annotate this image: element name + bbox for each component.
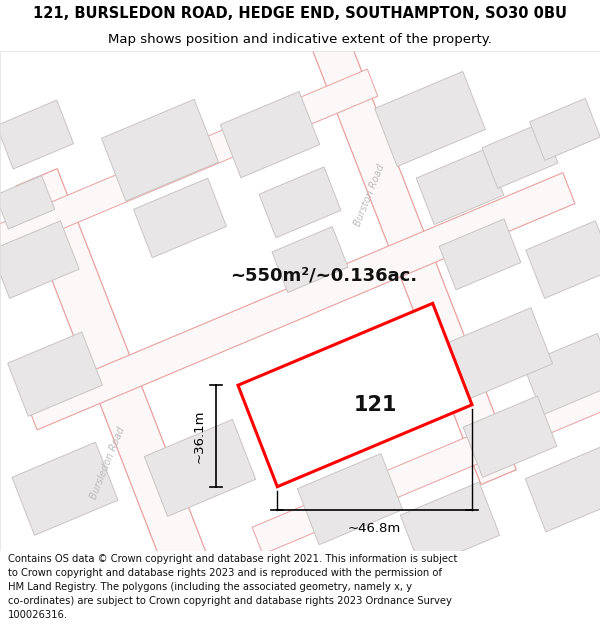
Text: ~46.8m: ~46.8m [348,522,401,535]
Polygon shape [416,149,504,224]
Text: 121: 121 [353,396,397,416]
Polygon shape [400,482,500,568]
Polygon shape [272,227,348,292]
Polygon shape [0,221,79,298]
Text: ~36.1m: ~36.1m [193,409,206,462]
Polygon shape [25,173,575,430]
Polygon shape [375,71,485,166]
Polygon shape [482,122,558,188]
Polygon shape [220,91,320,178]
Polygon shape [530,98,600,161]
Polygon shape [259,167,341,238]
Text: Burston Road: Burston Road [353,162,387,228]
Polygon shape [525,446,600,532]
Polygon shape [0,176,55,229]
Text: Bursledon Road: Bursledon Road [89,425,127,501]
Polygon shape [12,442,118,535]
Text: Map shows position and indicative extent of the property.: Map shows position and indicative extent… [108,34,492,46]
Text: co-ordinates) are subject to Crown copyright and database rights 2023 Ordnance S: co-ordinates) are subject to Crown copyr… [8,596,452,606]
Polygon shape [101,99,218,201]
Polygon shape [439,219,521,290]
Polygon shape [448,308,553,399]
Polygon shape [523,334,600,415]
Polygon shape [238,303,472,487]
Polygon shape [8,332,103,416]
Polygon shape [0,100,74,169]
Text: HM Land Registry. The polygons (including the associated geometry, namely x, y: HM Land Registry. The polygons (includin… [8,582,412,592]
Text: 121, BURSLEDON ROAD, HEDGE END, SOUTHAMPTON, SO30 0BU: 121, BURSLEDON ROAD, HEDGE END, SOUTHAMP… [33,6,567,21]
Text: to Crown copyright and database rights 2023 and is reproduced with the permissio: to Crown copyright and database rights 2… [8,568,442,578]
Polygon shape [252,340,600,554]
Polygon shape [463,396,557,478]
Polygon shape [16,169,274,625]
Polygon shape [526,221,600,298]
Text: ~550m²/~0.136ac.: ~550m²/~0.136ac. [230,266,417,284]
Text: Contains OS data © Crown copyright and database right 2021. This information is : Contains OS data © Crown copyright and d… [8,554,457,564]
Polygon shape [264,0,516,484]
Polygon shape [0,69,378,283]
Polygon shape [145,419,256,516]
Polygon shape [134,178,226,258]
Text: 100026316.: 100026316. [8,610,68,620]
Polygon shape [298,454,403,545]
